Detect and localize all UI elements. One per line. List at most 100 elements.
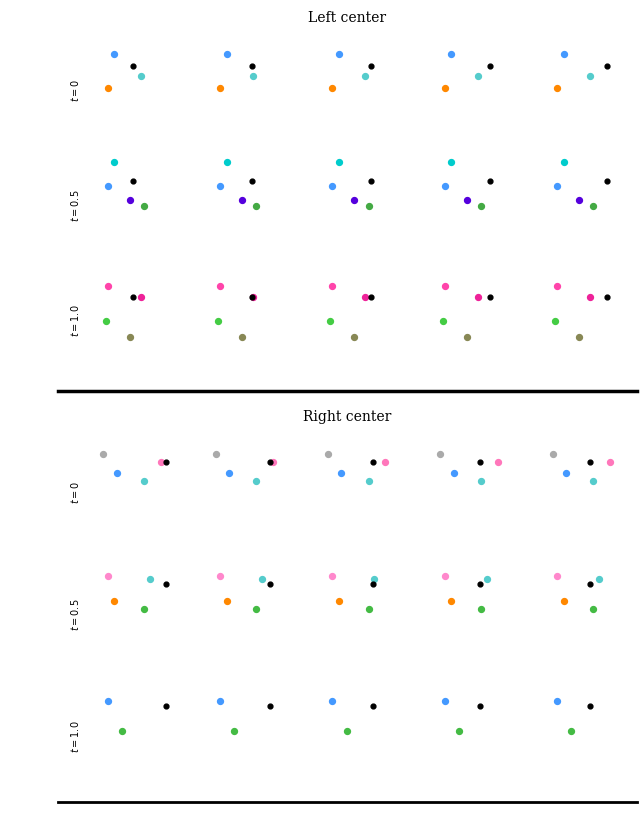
- Point: [446, 155, 456, 168]
- Point: [574, 330, 584, 344]
- Point: [475, 699, 485, 712]
- Point: [327, 570, 337, 583]
- Point: [484, 175, 495, 188]
- Point: [368, 699, 378, 712]
- Point: [585, 69, 595, 82]
- Point: [268, 455, 278, 468]
- Point: [237, 194, 247, 207]
- Point: [585, 455, 595, 468]
- Point: [161, 577, 172, 590]
- Point: [440, 81, 450, 94]
- Text: $t = 1.0$: $t = 1.0$: [69, 720, 81, 753]
- Text: $t = 0$: $t = 0$: [69, 79, 81, 102]
- Point: [605, 455, 615, 468]
- Point: [136, 290, 146, 303]
- Point: [215, 179, 225, 192]
- Point: [139, 475, 149, 488]
- Point: [476, 475, 486, 488]
- Point: [550, 314, 560, 327]
- Point: [99, 448, 109, 461]
- Point: [117, 724, 127, 737]
- Point: [475, 455, 485, 468]
- Point: [602, 59, 612, 72]
- Point: [221, 155, 232, 168]
- Point: [368, 577, 378, 590]
- Point: [435, 448, 445, 461]
- Point: [325, 314, 335, 327]
- Point: [588, 199, 598, 212]
- Point: [366, 290, 376, 303]
- Point: [602, 175, 612, 188]
- Point: [585, 699, 595, 712]
- Point: [125, 330, 135, 344]
- Point: [221, 47, 232, 60]
- Point: [221, 595, 232, 608]
- Point: [476, 199, 486, 212]
- Text: $t = 0$: $t = 0$: [69, 481, 81, 504]
- Point: [128, 290, 138, 303]
- Point: [252, 602, 262, 615]
- Point: [248, 290, 259, 303]
- Point: [364, 602, 374, 615]
- Point: [213, 314, 223, 327]
- Point: [215, 695, 225, 708]
- Point: [156, 455, 166, 468]
- Point: [481, 573, 492, 586]
- Point: [437, 314, 447, 327]
- Point: [454, 724, 464, 737]
- Point: [109, 595, 120, 608]
- Point: [247, 290, 257, 303]
- Point: [264, 577, 275, 590]
- Point: [364, 475, 374, 488]
- Point: [484, 290, 495, 303]
- Point: [264, 699, 275, 712]
- Point: [323, 448, 333, 461]
- Point: [247, 59, 257, 72]
- Point: [364, 199, 374, 212]
- Point: [252, 475, 262, 488]
- Point: [211, 448, 221, 461]
- Point: [449, 466, 459, 479]
- Point: [472, 290, 483, 303]
- Point: [264, 455, 275, 468]
- Point: [100, 314, 111, 327]
- Point: [224, 466, 234, 479]
- Point: [369, 573, 380, 586]
- Point: [349, 330, 360, 344]
- Point: [327, 81, 337, 94]
- Point: [161, 699, 172, 712]
- Point: [380, 455, 390, 468]
- Point: [215, 570, 225, 583]
- Text: $t = 1.0$: $t = 1.0$: [69, 304, 81, 337]
- Point: [440, 179, 450, 192]
- Point: [109, 155, 120, 168]
- Point: [215, 81, 225, 94]
- Point: [334, 47, 344, 60]
- Text: Left center: Left center: [308, 11, 387, 25]
- Point: [360, 69, 371, 82]
- Point: [475, 577, 485, 590]
- Point: [139, 199, 149, 212]
- Point: [327, 279, 337, 292]
- Point: [552, 695, 562, 708]
- Point: [103, 81, 113, 94]
- Point: [136, 69, 146, 82]
- Point: [588, 475, 598, 488]
- Point: [602, 290, 612, 303]
- Point: [552, 279, 562, 292]
- Point: [360, 290, 371, 303]
- Point: [492, 455, 502, 468]
- Text: Right center: Right center: [303, 410, 392, 424]
- Point: [461, 330, 472, 344]
- Point: [461, 194, 472, 207]
- Text: $t = 0.5$: $t = 0.5$: [69, 598, 81, 631]
- Point: [585, 290, 595, 303]
- Point: [552, 81, 562, 94]
- Point: [366, 59, 376, 72]
- Point: [440, 570, 450, 583]
- Point: [446, 595, 456, 608]
- Point: [103, 570, 113, 583]
- Point: [349, 194, 360, 207]
- Point: [559, 155, 569, 168]
- Point: [237, 330, 247, 344]
